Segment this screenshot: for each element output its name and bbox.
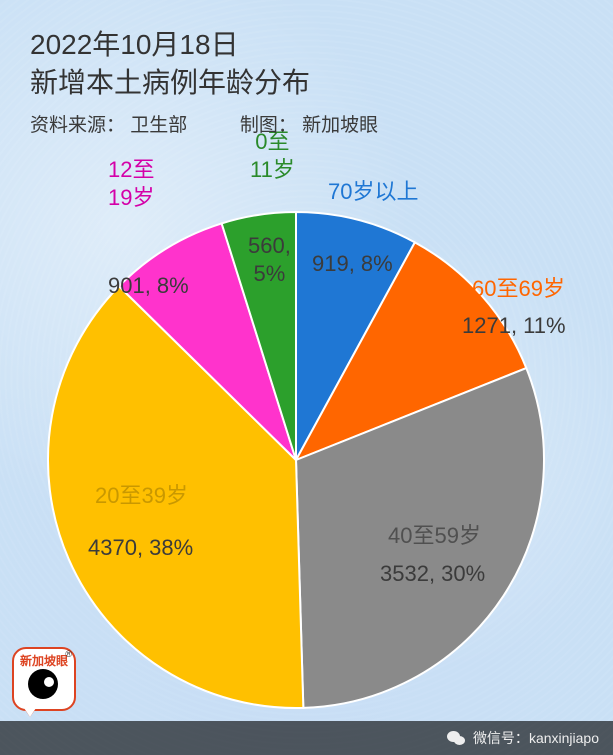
source-line: 资料来源： 卫生部 制图： 新加坡眼 [30, 110, 591, 137]
chartby-label: 制图： [240, 110, 297, 137]
wechat-prefix: 微信号： [473, 728, 529, 748]
title-line-2: 新增本土病例年龄分布 [30, 64, 591, 102]
header-block: 2022年10月18日 新增本土病例年龄分布 资料来源： 卫生部 制图： 新加坡… [0, 0, 613, 137]
wechat-bar: 微信号： kanxinjiapo [0, 721, 613, 755]
title-line-1: 2022年10月18日 [30, 26, 591, 64]
chartby-value: 新加坡眼 [302, 110, 378, 137]
source-label: 资料来源： [30, 110, 125, 137]
wechat-icon [445, 727, 467, 749]
wechat-id: kanxinjiapo [529, 730, 599, 746]
source-value: 卫生部 [130, 110, 187, 137]
brand-logo: 新加坡眼 ® [12, 647, 76, 711]
